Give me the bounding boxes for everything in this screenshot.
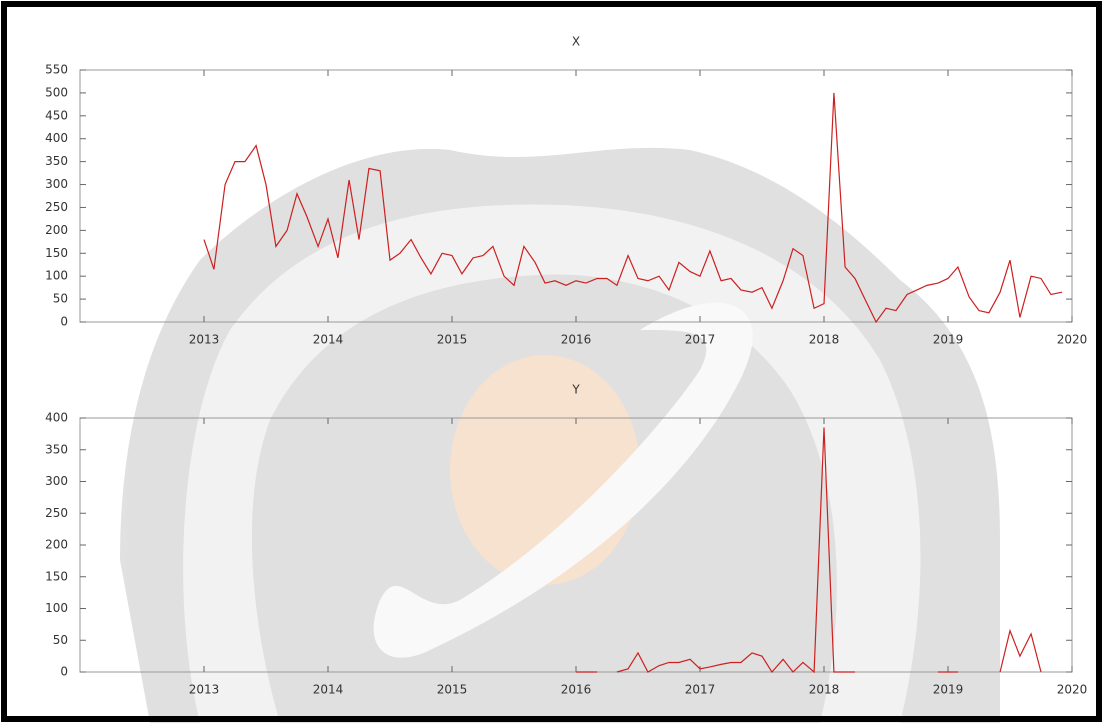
x-tick-label: 2014 [313,333,344,347]
y-tick-label: 450 [45,108,68,122]
x-tick-label: 2020 [1057,683,1088,697]
watermark [120,147,1000,723]
x-tick-label: 2018 [809,333,840,347]
x-tick-label: 2015 [437,683,468,697]
x-tick-label: 2013 [189,333,220,347]
x-tick-label: 2016 [561,333,592,347]
x-tick-label: 2019 [933,333,964,347]
x-tick-label: 2016 [561,683,592,697]
y-tick-label: 250 [45,200,68,214]
y-tick-label: 50 [53,633,68,647]
y-tick-label: 300 [45,474,68,488]
x-tick-label: 2017 [685,333,716,347]
data-line [576,427,1042,674]
y-tick-label: 300 [45,177,68,191]
y-tick-label: 150 [45,246,68,260]
y-tick-label: 350 [45,154,68,168]
y-tick-label: 0 [60,665,68,679]
x-tick-label: 2014 [313,683,344,697]
x-tick-label: 2015 [437,333,468,347]
chart-title: X [572,35,580,49]
x-tick-label: 2020 [1057,333,1088,347]
y-tick-label: 350 [45,442,68,456]
x-tick-label: 2017 [685,683,716,697]
y-tick-label: 200 [45,223,68,237]
y-tick-label: 50 [53,292,68,306]
y-tick-label: 250 [45,506,68,520]
watermark-ring [183,204,921,723]
y-tick-label: 500 [45,85,68,99]
y-tick-label: 150 [45,569,68,583]
x-tick-label: 2018 [809,683,840,697]
y-tick-label: 200 [45,538,68,552]
y-tick-label: 0 [60,315,68,329]
y-tick-label: 400 [45,411,68,425]
y-tick-label: 400 [45,131,68,145]
watermark-swoosh [373,302,753,658]
chart-title: Y [571,383,580,397]
y-tick-label: 100 [45,269,68,283]
y-tick-label: 550 [45,63,68,77]
y-tick-label: 100 [45,601,68,615]
x-tick-label: 2019 [933,683,964,697]
data-line [203,92,1063,324]
x-tick-label: 2013 [189,683,220,697]
